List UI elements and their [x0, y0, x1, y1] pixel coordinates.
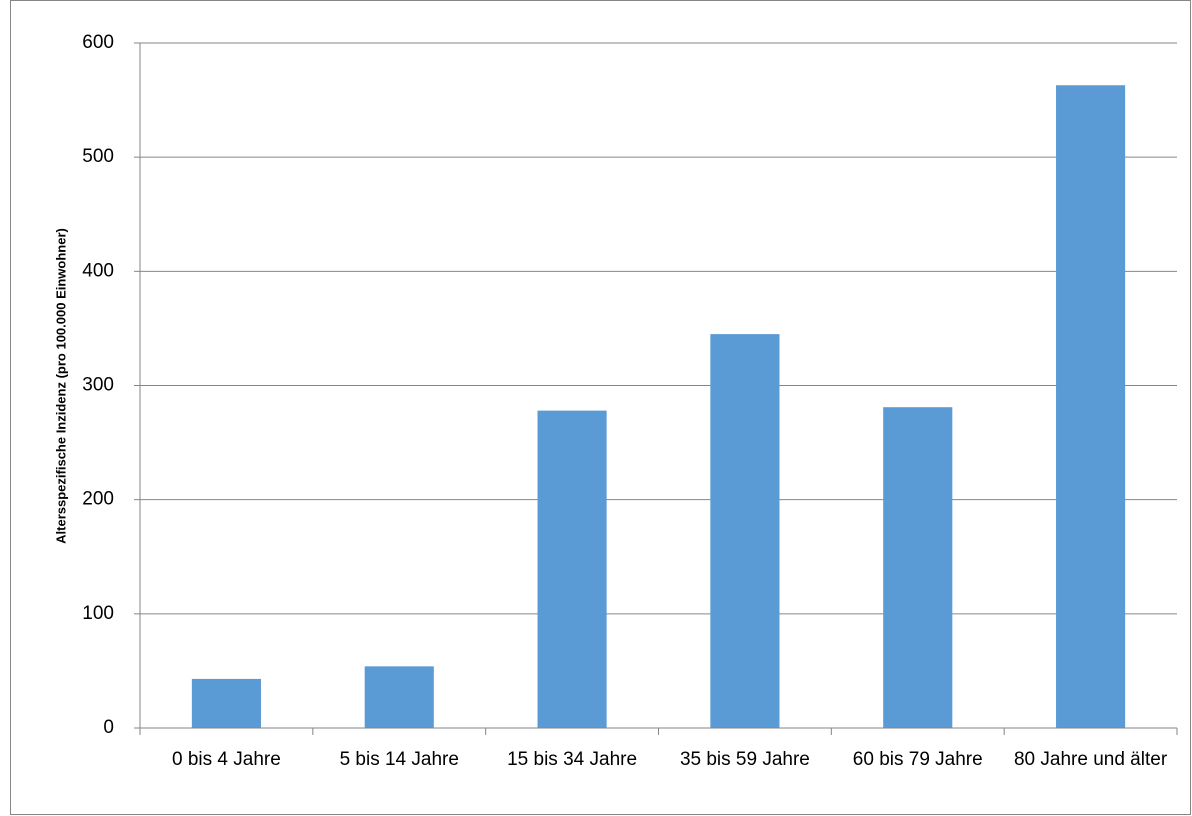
x-tick-label: 0 bis 4 Jahre — [172, 749, 281, 770]
x-tick-label-box: 15 bis 34 Jahre — [507, 749, 638, 770]
y-axis-label: Altersspezifische Inzidenz (pro 100.000 … — [53, 228, 68, 544]
x-tick-label-box: 60 bis 79 Jahre — [852, 749, 983, 770]
x-tick-label-box: 35 bis 59 Jahre — [679, 749, 810, 770]
x-tick-label-box: 80 Jahre und älter — [1013, 749, 1168, 770]
x-tick-label-box: 5 bis 14 Jahre — [339, 749, 459, 770]
y-tick-label: 300 — [82, 375, 114, 396]
x-tick-label: 15 bis 34 Jahre — [507, 749, 638, 770]
bar — [710, 334, 780, 728]
x-tick-label: 60 bis 79 Jahre — [852, 749, 983, 770]
x-tick-label: 80 Jahre und älter — [1013, 749, 1168, 770]
x-tick-label: 5 bis 14 Jahre — [339, 749, 459, 770]
x-tick-label: 35 bis 59 Jahre — [679, 749, 810, 770]
bar — [537, 410, 607, 728]
bar — [191, 678, 261, 728]
y-tick-label: 400 — [82, 260, 114, 281]
x-tick-label-box: 0 bis 4 Jahre — [172, 749, 281, 770]
bar — [364, 666, 434, 728]
y-tick-label: 0 — [103, 717, 114, 738]
y-tick-label: 500 — [82, 146, 114, 167]
bar — [1056, 85, 1126, 728]
y-tick-label: 100 — [82, 603, 114, 624]
y-tick-label: 200 — [82, 489, 114, 510]
y-tick-label: 600 — [82, 32, 114, 53]
bar — [883, 407, 953, 728]
